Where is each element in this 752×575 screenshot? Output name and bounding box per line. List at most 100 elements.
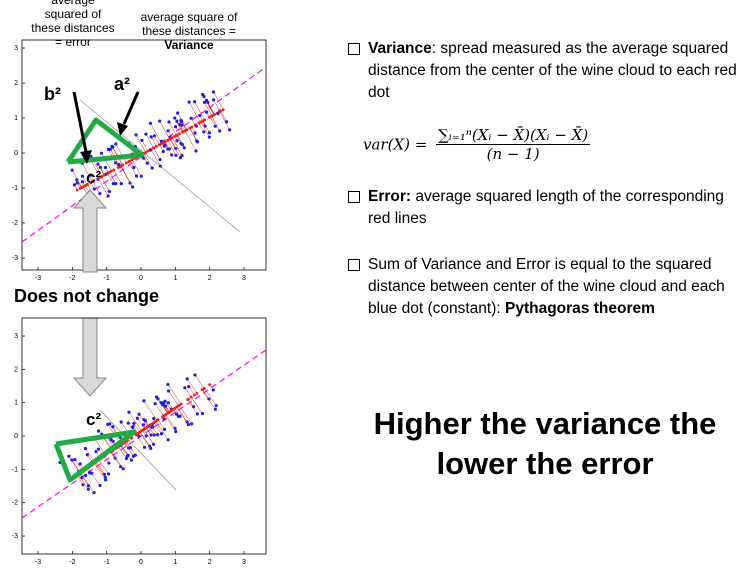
blue-dot bbox=[117, 162, 121, 167]
projection-line bbox=[148, 426, 155, 436]
blue-dot bbox=[194, 149, 198, 153]
variance-caption: average square of these distances = Vari… bbox=[124, 10, 254, 52]
blue-dot bbox=[180, 120, 184, 124]
blue-dot bbox=[187, 384, 191, 389]
blue-dot bbox=[67, 454, 71, 458]
red-dot bbox=[86, 183, 89, 186]
y-tick-label: 2 bbox=[14, 366, 18, 373]
bottom-x-ticks: -3 -2 -1 0 1 2 3 bbox=[35, 551, 246, 566]
projection-line bbox=[200, 121, 210, 138]
red-dot bbox=[208, 383, 212, 387]
red-dot bbox=[81, 185, 85, 189]
blue-dot bbox=[187, 100, 191, 104]
x-tick-label: 3 bbox=[242, 275, 246, 282]
blue-dot bbox=[106, 194, 110, 198]
blue-dot bbox=[73, 458, 77, 462]
blue-dot bbox=[207, 135, 211, 139]
projection-line bbox=[164, 401, 172, 411]
red-dot bbox=[106, 171, 110, 175]
projection-line bbox=[150, 149, 161, 167]
y-tick-label: 1 bbox=[14, 115, 18, 122]
y-tick-label: -3 bbox=[12, 255, 18, 262]
projection-line bbox=[143, 153, 153, 169]
formula-numerator: ∑ᵢ₌₁ⁿ(Xᵢ − X̄)(Xᵢ − X̄) bbox=[436, 126, 591, 145]
projection-line bbox=[220, 111, 227, 122]
red-dot bbox=[120, 163, 124, 167]
projection-line bbox=[128, 161, 137, 177]
blue-dot bbox=[119, 182, 123, 186]
blue-dot bbox=[106, 472, 111, 476]
blue-dot bbox=[107, 461, 111, 465]
blue-dot bbox=[92, 187, 96, 191]
bottom-y-ticks: 3 2 1 0 -1 -2 -3 bbox=[12, 333, 25, 540]
blue-dot bbox=[78, 462, 82, 466]
blue-dot bbox=[214, 404, 218, 408]
bottom-scatter-plot: -3 -2 -1 0 1 2 3 3 2 1 0 -1 -2 -3 bbox=[12, 317, 267, 566]
blue-dot bbox=[92, 491, 96, 495]
red-dot bbox=[183, 129, 187, 133]
blue-dot bbox=[166, 129, 170, 133]
blue-dot bbox=[189, 116, 193, 120]
red-dot bbox=[135, 432, 139, 436]
x-tick-label: 1 bbox=[173, 559, 177, 566]
blue-dot bbox=[83, 446, 88, 451]
blue-dot bbox=[137, 434, 141, 438]
blue-dot bbox=[106, 422, 110, 426]
formula-denominator: (n − 1) bbox=[486, 145, 540, 163]
error-caption-line4: = error bbox=[55, 35, 91, 49]
blue-dot bbox=[186, 422, 191, 427]
blue-dot bbox=[183, 386, 187, 390]
projection-line bbox=[123, 442, 134, 457]
blue-dot bbox=[190, 422, 194, 426]
blue-dot bbox=[119, 420, 123, 424]
projection-line bbox=[207, 102, 215, 115]
blue-dot bbox=[126, 446, 131, 450]
red-dot bbox=[161, 141, 165, 145]
red-dot bbox=[146, 424, 150, 428]
headline: Higher the variance the lower the error bbox=[340, 404, 750, 484]
projection-line bbox=[204, 102, 213, 117]
red-dot bbox=[178, 132, 181, 136]
blue-dot bbox=[149, 135, 153, 139]
blue-dot bbox=[143, 445, 147, 449]
projection-line bbox=[189, 128, 197, 141]
red-dot bbox=[155, 145, 158, 148]
blue-dot bbox=[203, 124, 207, 128]
y-tick-label: -1 bbox=[12, 466, 18, 473]
blue-dot bbox=[148, 148, 152, 152]
projection-line bbox=[128, 412, 142, 432]
red-dot bbox=[157, 143, 161, 147]
red-dot bbox=[116, 166, 120, 169]
blue-dot bbox=[106, 147, 111, 152]
projection-line bbox=[219, 111, 230, 130]
headline-line1: Higher the variance the bbox=[373, 406, 717, 441]
red-dot bbox=[102, 173, 106, 177]
blue-dot bbox=[194, 124, 198, 128]
blue-dot bbox=[158, 164, 162, 168]
gray-arrow-down bbox=[72, 317, 108, 397]
blue-dot bbox=[141, 423, 146, 427]
red-dot bbox=[177, 404, 180, 408]
blue-dot bbox=[158, 119, 162, 123]
blue-dot bbox=[114, 182, 118, 186]
formula-lhs: var(X) = bbox=[363, 135, 428, 154]
blue-dot bbox=[140, 138, 144, 143]
x-tick-label: 0 bbox=[139, 559, 143, 566]
blue-dot bbox=[96, 162, 100, 166]
blue-dot bbox=[164, 404, 168, 408]
blue-dot bbox=[125, 454, 130, 458]
blue-dot bbox=[198, 113, 202, 118]
projection-line bbox=[164, 415, 176, 432]
projection-line bbox=[71, 169, 83, 188]
red-dot bbox=[141, 428, 144, 432]
variance-caption-line1: average square of bbox=[140, 10, 238, 24]
blue-dot bbox=[130, 425, 135, 429]
blue-dot bbox=[174, 429, 178, 434]
red-dot bbox=[130, 158, 134, 162]
blue-dot bbox=[205, 110, 209, 114]
red-dot bbox=[144, 150, 148, 154]
projection-line bbox=[110, 451, 121, 467]
blue-dot bbox=[152, 433, 156, 437]
y-tick-label: -2 bbox=[12, 220, 18, 227]
projection-line bbox=[133, 423, 141, 433]
